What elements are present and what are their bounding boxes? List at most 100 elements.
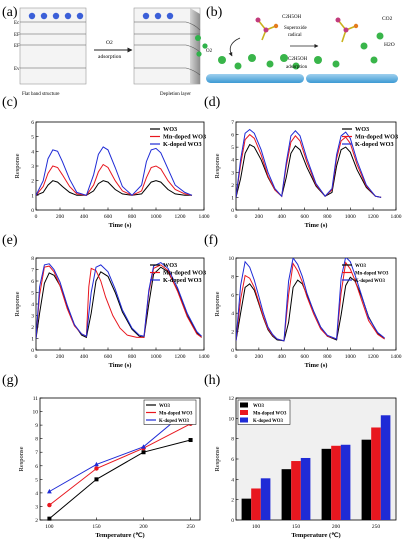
x-tick-label: 150 [292,524,301,530]
x-axis-label: Time (s) [109,222,132,229]
y-tick-label: 3 [31,164,34,170]
plot-frame [235,121,397,211]
y-tick-label: 5 [31,291,34,297]
bar-0 [321,448,332,520]
x-tick-label: 100 [45,524,54,530]
y-tick-label: 1 [31,337,34,343]
radical-label-1: Superoxide [284,26,308,31]
y-tick-label: 8 [231,274,234,280]
y-tick-label: 9 [35,423,38,429]
series-line-2 [36,146,193,197]
x-tick-label: 1400 [391,214,402,220]
panel-label-d: (d) [204,95,221,110]
data-point [141,450,146,455]
y-tick-label: 6 [231,293,234,299]
x-tick-label: 200 [56,354,65,360]
x-tick-label: 600 [104,354,113,360]
legend-label: WO3 [163,262,177,269]
chart-panel-g: (g) 2 3 4 5 6 7 8 9 10 11 Response Temperature (℃) 10… [2,373,201,539]
x-tick-label: 1400 [391,354,402,360]
x-axis-label: Temperature (℃) [291,531,340,539]
y-tick-label: 3 [31,314,34,320]
y-tick-label: 10 [33,410,39,416]
legend-label: WO3 [355,126,369,133]
y-tick-label: 5 [31,135,34,141]
legend-label: WO3 [355,264,367,269]
data-point [141,444,146,449]
x-tick-label: 200 [56,214,65,220]
data-point [188,438,193,443]
arrow-label-adsorption: adsorption [98,54,121,60]
bar-1 [371,427,381,520]
x-tick-label: 0 [35,214,38,220]
series-line-1 [49,423,191,506]
panel-label-f: (f) [204,233,218,248]
data-point [47,488,52,494]
y-tick-label: 3 [231,170,234,176]
x-tick-label: 600 [300,214,309,220]
y-tick-label: 2 [231,330,234,336]
x-axis-label: Time (s) [305,362,328,369]
x-tick-label: 200 [332,524,341,530]
x-tick-label: 400 [278,354,287,360]
y-tick-label: 6 [31,279,34,285]
x-tick-label: 1000 [151,214,162,220]
y-tick-label: 0 [231,208,234,214]
y-tick-label: 4 [231,477,234,483]
y-tick-label: 1 [31,193,34,199]
legend-label: Mn-doped WO3 [355,134,398,141]
arrow-label-o2: O2 [106,40,113,46]
panel-label-c: (c) [2,95,18,110]
bar-1 [291,461,301,520]
x-tick-label: 800 [323,214,332,220]
bar-1 [331,445,341,520]
legend-label: K-doped WO3 [159,419,190,424]
legend-label: WO3 [253,404,265,409]
y-tick-label: 8 [35,437,38,443]
y-tick-label: 1 [231,195,234,201]
legend-label: K-doped WO3 [355,141,394,148]
legend-label: Mn-doped WO3 [163,134,206,141]
radical-label-2: radical [288,33,302,38]
band-label-ev: Ev [14,67,20,72]
x-tick-label: 150 [92,524,101,530]
series-line-0 [36,266,202,339]
series-line-1 [36,163,193,196]
series-line-0 [49,439,191,519]
y-tick-label: 7 [231,120,234,126]
y-tick-label: 6 [35,464,38,470]
x-tick-label: 1400 [199,354,210,360]
x-tick-label: 600 [104,214,113,220]
product-h2o: H2O [384,42,395,48]
legend-label: K-doped WO3 [253,419,284,424]
legend-label: K-doped WO3 [163,141,202,148]
x-tick-label: 1400 [199,214,210,220]
y-tick-label: 0 [31,208,34,214]
x-tick-label: 1200 [368,354,379,360]
x-tick-label: 1200 [368,214,379,220]
bar-0 [281,469,292,520]
y-tick-label: 6 [31,120,34,126]
band-label-ef-1: EF [14,33,20,38]
y-tick-label: 12 [229,396,235,402]
x-tick-label: 0 [235,354,238,360]
data-point [47,502,52,508]
bar-1 [251,488,261,520]
panel-a-schematic: (a) Ec EF EF Ev Flat band structure O2 a… [2,5,213,97]
plot-frame [39,397,201,521]
y-tick-label: 4 [31,149,34,155]
panel-label-a: (a) [2,5,18,20]
product-co2: CO2 [382,16,393,22]
bar-0 [241,498,252,520]
caption-depletion: Depletion layer [160,92,191,97]
y-axis-label: Response [14,291,21,316]
y-tick-label: 5 [231,145,234,151]
x-tick-label: 1000 [345,214,356,220]
panel-label-g: (g) [2,373,19,388]
series-line-1 [236,261,385,342]
legend-label: WO3 [163,126,177,133]
x-axis-label: Time (s) [305,222,328,229]
caption-flat-band: Flat band structure [22,92,60,97]
legend-swatch [240,410,248,415]
x-tick-label: 0 [35,354,38,360]
